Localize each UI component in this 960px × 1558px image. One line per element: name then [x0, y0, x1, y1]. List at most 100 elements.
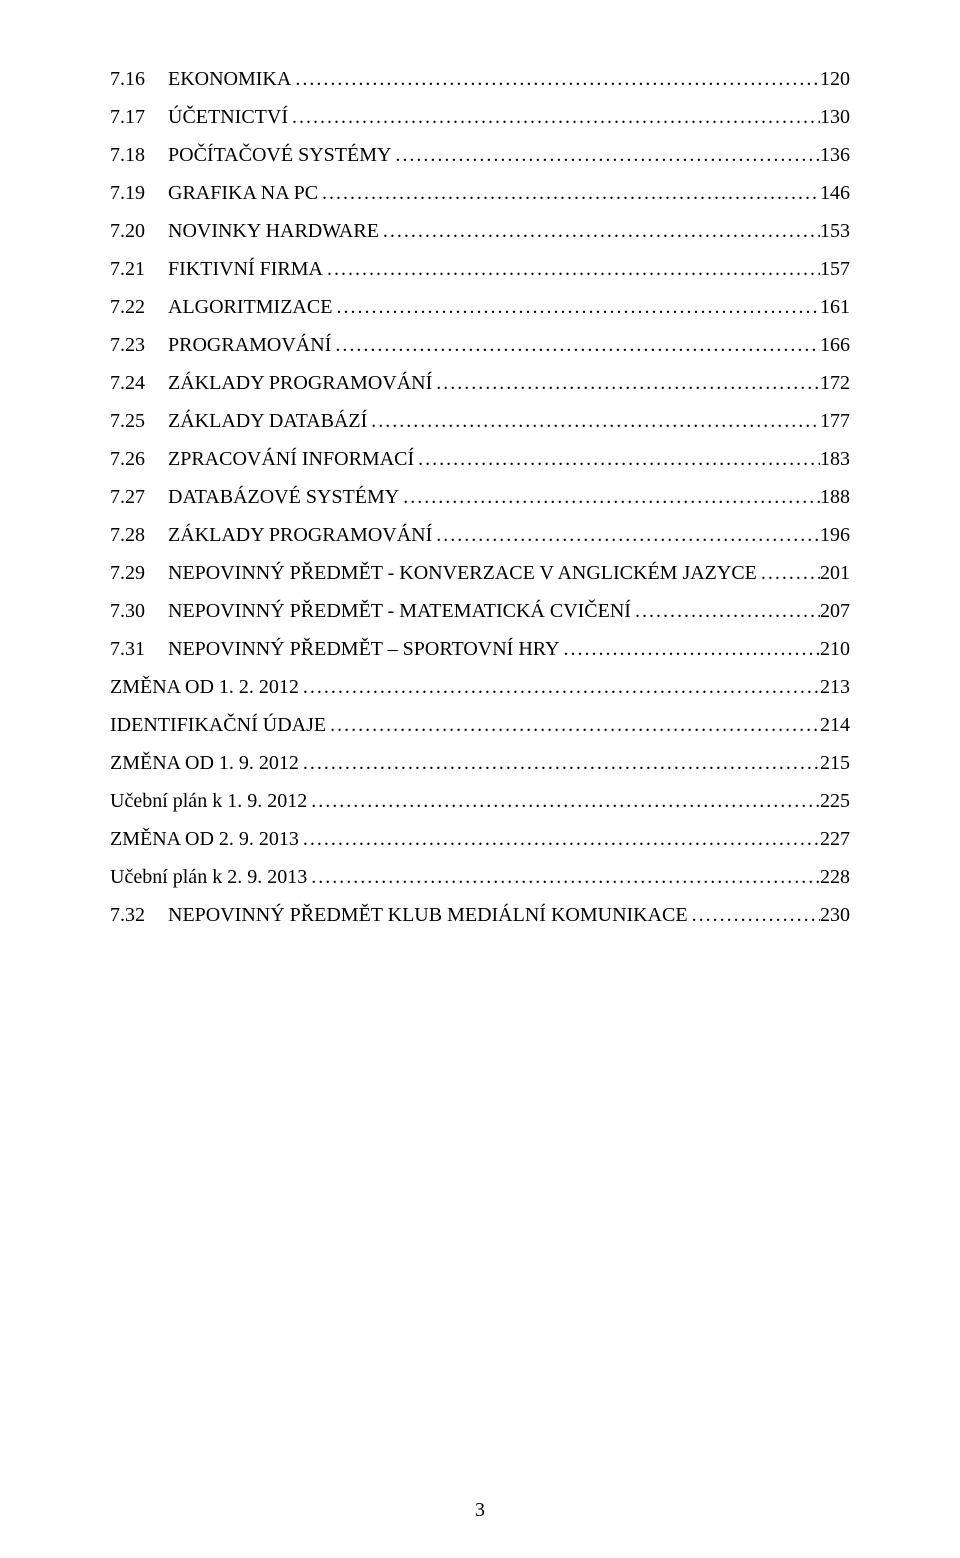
toc-entry-leader-dots [631, 592, 820, 630]
toc-entry-page: 214 [820, 706, 850, 744]
toc-entry: 7.19GRAFIKA NA PC 146 [110, 174, 850, 212]
toc-entry: Učební plán k 2. 9. 2013 228 [110, 858, 850, 896]
toc-entry-page: 183 [820, 440, 850, 478]
toc-entry: IDENTIFIKAČNÍ ÚDAJE 214 [110, 706, 850, 744]
toc-entry-leader-dots [432, 516, 820, 554]
toc-entry: 7.18POČÍTAČOVÉ SYSTÉMY 136 [110, 136, 850, 174]
toc-entry-page: 227 [820, 820, 850, 858]
toc-entry-leader-dots [318, 174, 820, 212]
toc-entry-leader-dots [332, 288, 820, 326]
toc-entry-number: 7.20 [110, 212, 168, 250]
toc-entry-leader-dots [291, 60, 820, 98]
toc-entry: 7.25ZÁKLADY DATABÁZÍ 177 [110, 402, 850, 440]
toc-entry-title: Učební plán k 2. 9. 2013 [110, 858, 307, 896]
toc-entry-title: PROGRAMOVÁNÍ [168, 326, 331, 364]
toc-entry-title: POČÍTAČOVÉ SYSTÉMY [168, 136, 391, 174]
toc-entry-title: ZPRACOVÁNÍ INFORMACÍ [168, 440, 414, 478]
toc-entry-number: 7.27 [110, 478, 168, 516]
toc-entry-title: ZMĚNA OD 2. 9. 2013 [110, 820, 299, 858]
toc-entry-page: 130 [820, 98, 850, 136]
toc-entry-leader-dots [307, 782, 820, 820]
table-of-contents: 7.16EKONOMIKA1207.17ÚČETNICTVÍ1307.18POČ… [110, 60, 850, 934]
toc-entry-number: 7.16 [110, 60, 168, 98]
toc-entry-number: 7.26 [110, 440, 168, 478]
toc-entry-leader-dots [432, 364, 820, 402]
toc-entry: 7.22ALGORITMIZACE 161 [110, 288, 850, 326]
toc-entry-leader-dots [299, 820, 820, 858]
toc-entry-page: 146 [820, 174, 850, 212]
toc-entry: 7.16EKONOMIKA 120 [110, 60, 850, 98]
toc-entry-number: 7.31 [110, 630, 168, 668]
toc-entry-leader-dots [299, 668, 820, 706]
toc-entry-number: 7.19 [110, 174, 168, 212]
toc-entry-title: GRAFIKA NA PC [168, 174, 318, 212]
toc-entry: 7.24ZÁKLADY PROGRAMOVÁNÍ172 [110, 364, 850, 402]
toc-entry: 7.20NOVINKY HARDWARE 153 [110, 212, 850, 250]
toc-entry-title: Učební plán k 1. 9. 2012 [110, 782, 307, 820]
toc-entry-page: 210 [820, 630, 850, 668]
toc-entry-leader-dots [323, 250, 820, 288]
toc-entry-number: 7.24 [110, 364, 168, 402]
page-number: 3 [0, 1499, 960, 1522]
toc-entry: 7.27DATABÁZOVÉ SYSTÉMY188 [110, 478, 850, 516]
toc-entry-number: 7.22 [110, 288, 168, 326]
toc-entry-title: ZÁKLADY PROGRAMOVÁNÍ [168, 516, 432, 554]
toc-entry-leader-dots [288, 98, 820, 136]
toc-entry-number: 7.30 [110, 592, 168, 630]
toc-entry-leader-dots [331, 326, 820, 364]
toc-entry: 7.21FIKTIVNÍ FIRMA 157 [110, 250, 850, 288]
toc-entry-page: 225 [820, 782, 850, 820]
toc-entry-title: FIKTIVNÍ FIRMA [168, 250, 323, 288]
toc-entry-title: ÚČETNICTVÍ [168, 98, 288, 136]
toc-entry: 7.31NEPOVINNÝ PŘEDMĚT – SPORTOVNÍ HRY 210 [110, 630, 850, 668]
toc-entry-title: ZMĚNA OD 1. 9. 2012 [110, 744, 299, 782]
toc-entry-page: 228 [820, 858, 850, 896]
toc-entry: 7.26ZPRACOVÁNÍ INFORMACÍ 183 [110, 440, 850, 478]
toc-entry-leader-dots [559, 630, 820, 668]
toc-entry: 7.30NEPOVINNÝ PŘEDMĚT - MATEMATICKÁ CVIČ… [110, 592, 850, 630]
toc-entry-title: NOVINKY HARDWARE [168, 212, 379, 250]
toc-entry-number: 7.28 [110, 516, 168, 554]
toc-entry-page: 207 [820, 592, 850, 630]
toc-entry-leader-dots [688, 896, 820, 934]
toc-entry: Učební plán k 1. 9. 2012 225 [110, 782, 850, 820]
toc-entry-page: 177 [820, 402, 850, 440]
toc-entry-page: 230 [820, 896, 850, 934]
toc-entry-page: 215 [820, 744, 850, 782]
toc-entry-leader-dots [399, 478, 820, 516]
toc-entry-title: EKONOMIKA [168, 60, 291, 98]
toc-entry-page: 161 [820, 288, 850, 326]
toc-entry-page: 213 [820, 668, 850, 706]
toc-entry: 7.23PROGRAMOVÁNÍ166 [110, 326, 850, 364]
toc-entry-title: NEPOVINNÝ PŘEDMĚT - KONVERZACE V ANGLICK… [168, 554, 757, 592]
document-page: 7.16EKONOMIKA1207.17ÚČETNICTVÍ1307.18POČ… [0, 0, 960, 1558]
toc-entry: ZMĚNA OD 1. 2. 2012 213 [110, 668, 850, 706]
toc-entry-title: IDENTIFIKAČNÍ ÚDAJE [110, 706, 326, 744]
toc-entry-page: 201 [820, 554, 850, 592]
toc-entry-page: 136 [820, 136, 850, 174]
toc-entry-title: NEPOVINNÝ PŘEDMĚT – SPORTOVNÍ HRY [168, 630, 559, 668]
toc-entry-title: ALGORITMIZACE [168, 288, 332, 326]
toc-entry-leader-dots [326, 706, 820, 744]
toc-entry-number: 7.25 [110, 402, 168, 440]
toc-entry-page: 172 [820, 364, 850, 402]
toc-entry: ZMĚNA OD 1. 9. 2012 215 [110, 744, 850, 782]
toc-entry: 7.32NEPOVINNÝ PŘEDMĚT KLUB MEDIÁLNÍ KOMU… [110, 896, 850, 934]
toc-entry-leader-dots [414, 440, 820, 478]
toc-entry: 7.17ÚČETNICTVÍ 130 [110, 98, 850, 136]
toc-entry-number: 7.21 [110, 250, 168, 288]
toc-entry-title: ZMĚNA OD 1. 2. 2012 [110, 668, 299, 706]
toc-entry-page: 188 [820, 478, 850, 516]
toc-entry-title: NEPOVINNÝ PŘEDMĚT KLUB MEDIÁLNÍ KOMUNIKA… [168, 896, 688, 934]
toc-entry: ZMĚNA OD 2. 9. 2013 227 [110, 820, 850, 858]
toc-entry-page: 153 [820, 212, 850, 250]
toc-entry-leader-dots [757, 554, 820, 592]
toc-entry-page: 196 [820, 516, 850, 554]
toc-entry-page: 120 [820, 60, 850, 98]
toc-entry-page: 166 [820, 326, 850, 364]
toc-entry-page: 157 [820, 250, 850, 288]
toc-entry-title: ZÁKLADY DATABÁZÍ [168, 402, 367, 440]
toc-entry-number: 7.18 [110, 136, 168, 174]
toc-entry-number: 7.29 [110, 554, 168, 592]
toc-entry-number: 7.17 [110, 98, 168, 136]
